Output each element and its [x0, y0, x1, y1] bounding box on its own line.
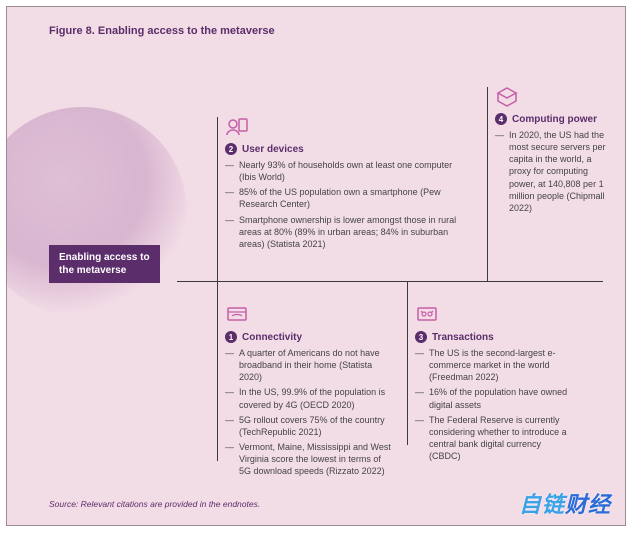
watermark-part1: 自链: [519, 492, 565, 517]
title-power: Computing power: [512, 114, 597, 125]
bullet: In the US, 99.9% of the population is co…: [225, 386, 393, 410]
figure-title: Figure 8. Enabling access to the metaver…: [49, 25, 275, 37]
bullet: The US is the second-largest e-commerce …: [415, 347, 575, 383]
section-computing-power: 4 Computing power In 2020, the US had th…: [495, 85, 607, 217]
bullet: 85% of the US population own a smartphon…: [225, 186, 460, 210]
bullet: Smartphone ownership is lower amongst th…: [225, 214, 460, 250]
callout-line1: Enabling access to: [59, 251, 150, 264]
title-tx: Transactions: [432, 332, 494, 343]
source-note: Source: Relevant citations are provided …: [49, 499, 260, 509]
section-user-devices: 2 User devices Nearly 93% of households …: [225, 115, 460, 253]
bullets-power: In 2020, the US had the most secure serv…: [495, 129, 607, 214]
computing-power-icon: [495, 85, 519, 109]
bullet: In 2020, the US had the most secure serv…: [495, 129, 607, 214]
section-transactions: 3 Transactions The US is the second-larg…: [415, 303, 575, 465]
connectivity-icon: [225, 303, 249, 327]
badge-tx: 3: [415, 331, 427, 343]
badge-conn: 1: [225, 331, 237, 343]
branch-power: [487, 87, 488, 281]
bullet: The Federal Reserve is currently conside…: [415, 414, 575, 463]
main-horizontal-line: [177, 281, 603, 282]
central-callout: Enabling access to the metaverse: [49, 245, 160, 283]
bullet: A quarter of Americans do not have broad…: [225, 347, 393, 383]
bullet: Nearly 93% of households own at least on…: [225, 159, 460, 183]
user-devices-icon: [225, 115, 249, 139]
branch-devices: [217, 117, 218, 281]
callout-line2: the metaverse: [59, 264, 150, 277]
watermark-part2: 财经: [565, 492, 611, 517]
bullet: Vermont, Maine, Mississippi and West Vir…: [225, 441, 393, 477]
globe-decoration: [6, 107, 187, 317]
title-devices: User devices: [242, 144, 304, 155]
title-conn: Connectivity: [242, 332, 302, 343]
branch-tx: [407, 281, 408, 445]
bullets-tx: The US is the second-largest e-commerce …: [415, 347, 575, 462]
bullets-devices: Nearly 93% of households own at least on…: [225, 159, 460, 250]
section-connectivity: 1 Connectivity A quarter of Americans do…: [225, 303, 393, 480]
badge-power: 4: [495, 113, 507, 125]
bullet: 5G rollout covers 75% of the country (Te…: [225, 414, 393, 438]
transactions-icon: [415, 303, 439, 327]
badge-devices: 2: [225, 143, 237, 155]
watermark: 自链财经: [519, 487, 611, 519]
bullets-conn: A quarter of Americans do not have broad…: [225, 347, 393, 477]
bullet: 16% of the population have owned digital…: [415, 386, 575, 410]
figure-page: Figure 8. Enabling access to the metaver…: [6, 6, 626, 526]
branch-conn: [217, 281, 218, 461]
